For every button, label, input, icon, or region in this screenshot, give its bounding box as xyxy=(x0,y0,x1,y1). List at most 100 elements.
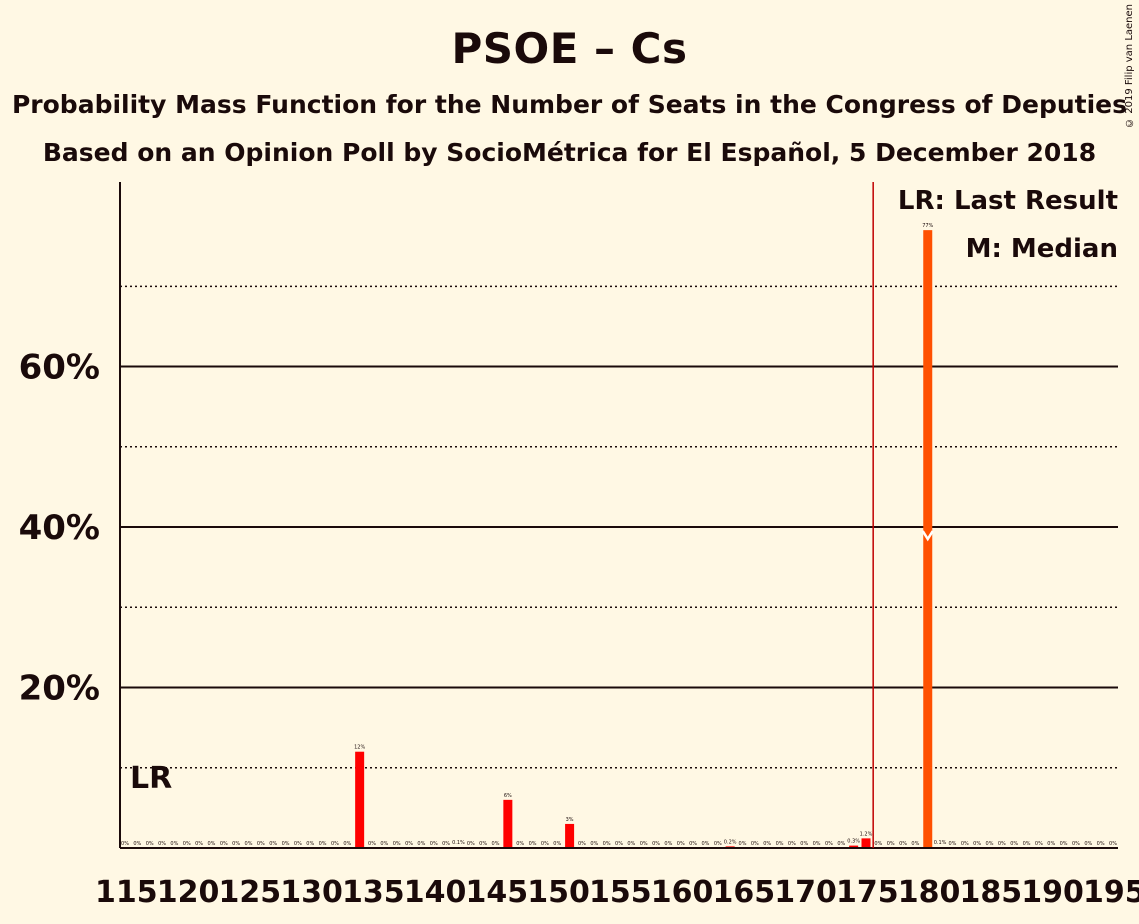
data-label: 0% xyxy=(986,841,994,847)
data-label: 0% xyxy=(343,841,351,847)
data-label: 0% xyxy=(1084,841,1092,847)
data-label: 0% xyxy=(133,841,141,847)
data-label: 1.2% xyxy=(860,831,873,837)
bar xyxy=(355,751,365,848)
bar xyxy=(861,838,871,848)
data-label: 0% xyxy=(603,841,611,847)
data-label: 0% xyxy=(751,841,759,847)
data-label: 0.1% xyxy=(934,840,947,846)
chart-title: PSOE – Cs xyxy=(451,24,688,73)
data-label: 0% xyxy=(405,841,413,847)
data-label: 0% xyxy=(763,841,771,847)
last-result-marker: LR xyxy=(130,761,172,796)
data-label: 0% xyxy=(973,841,981,847)
data-label: 0% xyxy=(442,841,450,847)
data-label: 0% xyxy=(207,841,215,847)
data-label: 0% xyxy=(689,841,697,847)
data-label: 0% xyxy=(195,841,203,847)
x-tick-label: 190 xyxy=(1021,875,1084,910)
data-label: 0% xyxy=(393,841,401,847)
data-label: 6% xyxy=(504,793,512,799)
x-tick-label: 135 xyxy=(342,875,405,910)
x-tick-label: 130 xyxy=(280,875,343,910)
data-label: 12% xyxy=(354,745,365,751)
data-label: 0% xyxy=(800,841,808,847)
chart-source: Based on an Opinion Poll by SocioMétrica… xyxy=(42,138,1097,167)
data-label: 0% xyxy=(183,841,191,847)
data-label: 0% xyxy=(380,841,388,847)
data-labels: 0% 0% 0% 0% 0% 0% 0% 0% 0% 0% 0% 0% 0% 0% 0% 0% 0% 0% 0% 12… xyxy=(121,223,1117,847)
data-label: 0% xyxy=(578,841,586,847)
y-tick-label: 40% xyxy=(19,508,100,548)
data-label: 0% xyxy=(170,841,178,847)
data-label: 0% xyxy=(887,841,895,847)
bar xyxy=(849,845,859,848)
data-label: 0% xyxy=(615,841,623,847)
data-label: 0% xyxy=(998,841,1006,847)
data-label: 0% xyxy=(739,841,747,847)
y-tick-label: 60% xyxy=(19,348,100,388)
x-tick-label: 150 xyxy=(527,875,590,910)
data-label: 0% xyxy=(306,841,314,847)
median-marker xyxy=(921,530,934,542)
data-label: 0% xyxy=(1060,841,1068,847)
data-label: 0% xyxy=(541,841,549,847)
data-label: 0% xyxy=(1023,841,1031,847)
data-label: 0% xyxy=(874,841,882,847)
data-label: 0% xyxy=(245,841,253,847)
data-label: 0% xyxy=(627,841,635,847)
data-label: 77% xyxy=(922,223,933,229)
data-label: 0% xyxy=(664,841,672,847)
data-label: 0% xyxy=(1035,841,1043,847)
data-label: 0% xyxy=(146,841,154,847)
chart-subtitle: Probability Mass Function for the Number… xyxy=(11,90,1128,119)
data-label: 0% xyxy=(899,841,907,847)
data-label: 0% xyxy=(1097,841,1105,847)
data-label: 0% xyxy=(430,841,438,847)
data-label: 0.1% xyxy=(452,840,465,846)
data-label: 3% xyxy=(566,817,574,823)
data-label: 0% xyxy=(776,841,784,847)
x-tick-label: 115 xyxy=(95,875,158,910)
axes: 20%40%60%115 120 125 130 135 140 145 150 155 160 1… xyxy=(19,182,1139,910)
data-label: 0% xyxy=(467,841,475,847)
bar xyxy=(503,799,513,848)
legend-last-result: LR: Last Result xyxy=(898,186,1118,216)
data-label: 0% xyxy=(788,841,796,847)
x-tick-label: 180 xyxy=(898,875,961,910)
x-tick-label: 170 xyxy=(774,875,837,910)
data-label: 0% xyxy=(837,841,845,847)
x-tick-label: 155 xyxy=(589,875,652,910)
data-label: 0% xyxy=(553,841,561,847)
data-label: 0% xyxy=(813,841,821,847)
data-label: 0% xyxy=(479,841,487,847)
bars xyxy=(355,230,945,848)
x-tick-label: 185 xyxy=(960,875,1023,910)
data-label: 0% xyxy=(516,841,524,847)
x-tick-label: 125 xyxy=(219,875,282,910)
data-label: 0% xyxy=(714,841,722,847)
x-tick-label: 145 xyxy=(466,875,529,910)
data-label: 0% xyxy=(282,841,290,847)
x-tick-label: 160 xyxy=(651,875,714,910)
data-label: 0% xyxy=(1109,841,1117,847)
data-label: 0.3% xyxy=(847,839,860,845)
data-label: 0% xyxy=(1047,841,1055,847)
x-tick-label: 175 xyxy=(836,875,899,910)
data-label: 0% xyxy=(701,841,709,847)
data-label: 0% xyxy=(294,841,302,847)
data-label: 0% xyxy=(911,841,919,847)
data-label: 0% xyxy=(158,841,166,847)
x-tick-label: 195 xyxy=(1083,875,1139,910)
x-tick-label: 140 xyxy=(404,875,467,910)
x-tick-label: 165 xyxy=(713,875,776,910)
data-label: 0% xyxy=(257,841,265,847)
legend-median: M: Median xyxy=(966,234,1118,264)
data-label: 0% xyxy=(220,841,228,847)
data-label: 0% xyxy=(677,841,685,847)
data-label: 0% xyxy=(961,841,969,847)
data-label: 0% xyxy=(1072,841,1080,847)
data-label: 0% xyxy=(232,841,240,847)
data-label: 0% xyxy=(331,841,339,847)
